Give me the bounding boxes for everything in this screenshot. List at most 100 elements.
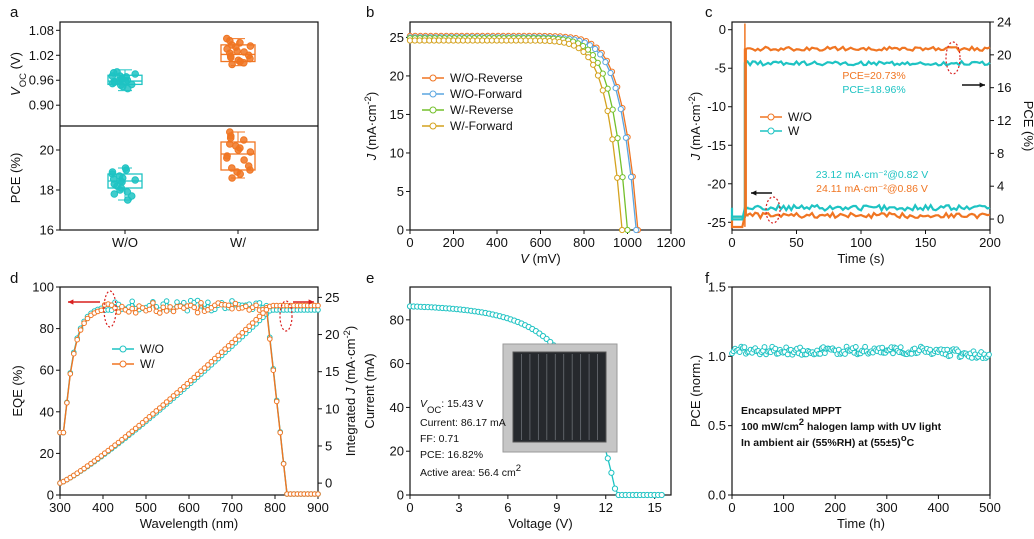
panel-d-intJ-point	[205, 362, 211, 368]
panel-c-highlight-ellipse	[765, 196, 781, 224]
panel-d-xtick-label: 700	[221, 500, 243, 515]
panel-b-series-point	[592, 45, 599, 53]
panel-d-EQE-point	[64, 400, 70, 406]
panel-b-ytick-label: 20	[390, 68, 404, 83]
panel-a-bottom-ytick-label: 20	[40, 143, 54, 158]
panel-d-intJ-point	[194, 371, 201, 378]
panel-f-mppt-point	[736, 349, 743, 356]
panel-d-EQE-point	[160, 304, 166, 311]
panel-b-legend-label: W/-Forward	[450, 119, 513, 133]
panel-b-series-point	[607, 69, 614, 77]
panel-f-mppt-point	[741, 344, 748, 351]
panel-f-xtick-label: 500	[979, 500, 1001, 515]
panel-e-xtick-label: 3	[455, 500, 462, 515]
panel-b-series-point	[609, 136, 616, 143]
panel-a-bottom-0-point	[131, 176, 139, 184]
panel-d-EQE-point	[267, 336, 273, 342]
panel-a-bottom-0-point	[108, 168, 117, 176]
panel-d-EQE-point	[150, 300, 156, 306]
panel-d-frame	[59, 286, 319, 496]
panel-b-legend-label: W/-Reverse	[450, 103, 514, 117]
panel-b-xtick-label: 0	[406, 235, 413, 250]
panel-c-y2tick-label: 24	[997, 15, 1011, 30]
panel-e-iv-point	[608, 469, 615, 476]
panel-b-xtick-label: 1200	[657, 235, 686, 250]
panel-e-ytick-label: 40	[390, 400, 404, 415]
panel-b-legend-label: W/O-Forward	[450, 87, 522, 101]
panel-f-mppt-point	[817, 351, 824, 357]
panel-b-series-point	[580, 48, 587, 56]
panel-c-y2tick-label: 16	[997, 80, 1011, 95]
panel-d-intJ-point	[129, 428, 135, 435]
panel-e-xtick-label: 6	[504, 500, 511, 515]
panel-e-ytick-label: 60	[390, 356, 404, 371]
panel-e-iv-point	[611, 485, 619, 492]
panel-c-y2tick-label: 20	[997, 47, 1011, 62]
panel-f-mppt-point	[852, 344, 859, 350]
module-photo-cells	[512, 351, 607, 443]
panel-f-ytick-label: 1.5	[708, 280, 726, 295]
panel-f-annotation-1: Encapsulated MPPT	[741, 405, 842, 417]
panel-c-xtick-label: 100	[850, 235, 872, 250]
panel-d-ytick-label: 0	[47, 488, 54, 503]
panel-e-ylabel: Current (mA)	[362, 353, 377, 428]
panel-d-EQE-point	[129, 298, 135, 305]
panel-d-xtick-label: 300	[49, 500, 71, 515]
panel-d-ytick-label: 100	[32, 280, 54, 295]
panel-b-series-point	[575, 45, 582, 52]
panel-e-current-label: Current: 86.17 mA	[420, 417, 506, 429]
panel-c-ytick-label: -25	[707, 215, 726, 230]
panel-d-EQE-point	[163, 308, 170, 314]
panel-a-bottom-1-point	[232, 142, 240, 150]
panel-b-series-point	[622, 134, 630, 141]
panel-d-ytick-label: 80	[40, 321, 54, 336]
panel-d-legend-marker	[119, 360, 127, 368]
panel-b-legend-marker	[429, 74, 437, 82]
panel-c-legend-marker	[767, 127, 775, 135]
panel-d-ytick-label: 20	[40, 446, 54, 461]
panel-d-intJ-point	[184, 380, 191, 387]
panel-b-series-point	[597, 51, 604, 58]
panel-b-xtick-label: 800	[573, 235, 595, 250]
panel-d-intJ-point	[119, 436, 125, 443]
panel-f-mppt-point	[955, 348, 961, 355]
panel-a-top-0-point	[109, 69, 118, 77]
panel-d-EQE-point	[74, 336, 80, 343]
panel-d-EQE-point	[198, 300, 204, 306]
panel-c-annotation: 23.12 mA·cm⁻²@0.82 V	[816, 169, 929, 181]
panel-d-intJ-point	[112, 442, 118, 449]
panel-d-intJ-point	[187, 377, 194, 384]
panel-b-series-point	[612, 85, 619, 92]
panel-c-y2tick-label: 12	[997, 113, 1011, 128]
panel-e-xtick-label: 12	[599, 500, 613, 515]
panel-d-arrow-right-head	[308, 299, 314, 305]
panel-b-legend-marker	[429, 106, 437, 114]
panel-b-xtick-label: 200	[443, 235, 465, 250]
panel-d-intJ-point	[263, 306, 270, 313]
panel-b-series-point	[614, 135, 621, 142]
panel-d-intJ-point	[222, 346, 228, 352]
panel-letter-c: c	[705, 4, 713, 21]
panel-letter-e: e	[366, 270, 374, 287]
panel-e-xtick-label: 0	[406, 500, 413, 515]
panel-b-series-point	[604, 107, 611, 115]
panel-d-y2tick-label: 5	[325, 438, 332, 453]
panel-f-mppt-point	[879, 344, 886, 351]
panel-a-top-ytick-label: 1.08	[29, 23, 54, 38]
panel-c-xtick-label: 150	[915, 235, 937, 250]
panel-b-xlabel: V (mV)	[520, 251, 560, 266]
panel-e-frame	[409, 286, 672, 496]
panel-a-top-1-point	[228, 60, 236, 69]
panel-d-highlight-ellipse	[103, 290, 117, 328]
panel-d-intJ-point	[232, 336, 239, 343]
panel-b-series-point	[594, 72, 602, 79]
panel-c-J-trace	[730, 210, 991, 229]
panel-c-frame	[731, 21, 991, 231]
panel-d-EQE-point	[84, 315, 91, 322]
panel-a-top-0-point	[131, 70, 139, 78]
panel-a-bottom-1-point	[226, 134, 235, 142]
panel-b-xtick-label: 400	[486, 235, 508, 250]
panel-d-y2label: Integrated J (mA·cm-2)	[342, 326, 359, 457]
panel-c-ytick-label: -15	[707, 138, 726, 153]
panel-e-iv-point	[658, 491, 665, 499]
